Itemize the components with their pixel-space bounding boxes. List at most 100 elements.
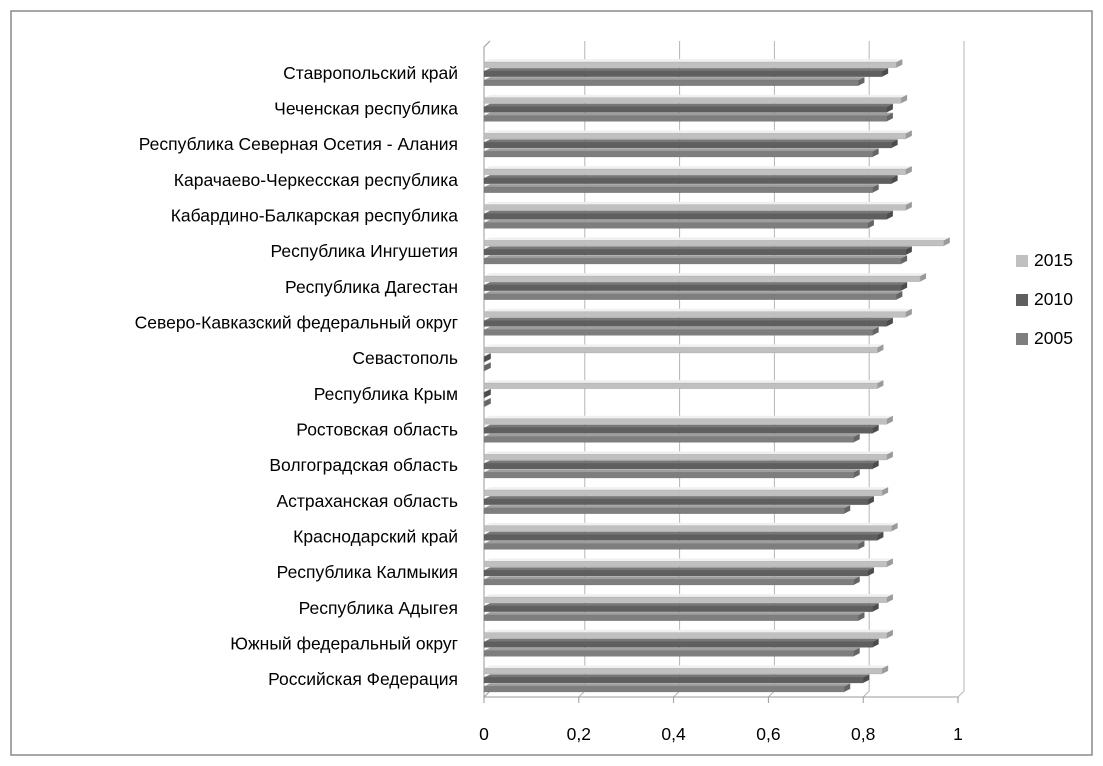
bar [483, 641, 873, 648]
bar [483, 427, 873, 434]
category-label: Республика Северная Осетия - Алания [139, 134, 458, 154]
bar-side [872, 148, 879, 157]
bar-side [867, 496, 874, 505]
axes [483, 40, 959, 703]
bar-top [484, 683, 851, 687]
bar [483, 177, 892, 184]
bar-top [484, 603, 879, 607]
bar-side [844, 505, 851, 514]
bar-top [484, 77, 865, 81]
bar-top [484, 282, 908, 286]
bar-side [872, 603, 879, 612]
bar-top [484, 540, 865, 544]
bar-side [891, 522, 898, 532]
bar-side [905, 166, 912, 175]
bar-top [484, 567, 874, 571]
category-label: Южный федеральный округ [230, 634, 458, 654]
legend-swatch [1016, 255, 1028, 267]
bar-top [484, 460, 879, 464]
bar-side [882, 68, 889, 77]
bar-top [484, 451, 893, 455]
bar [483, 570, 869, 577]
bar-side [886, 594, 893, 603]
bar [483, 436, 854, 443]
bar-top [484, 201, 912, 205]
category-label: Краснодарский край [293, 527, 458, 547]
category-label: Чеченская республика [274, 99, 458, 119]
bar-top [484, 496, 874, 500]
bar-side [943, 237, 950, 246]
x-tick-label: 0,6 [756, 724, 780, 744]
bar-top [484, 94, 908, 98]
bar [483, 579, 854, 586]
bar-top [484, 389, 491, 393]
bar [483, 204, 907, 211]
bar [483, 454, 888, 461]
bars [483, 59, 950, 693]
category-label: Ростовская область [296, 420, 458, 440]
bar-side [867, 219, 874, 229]
bar [483, 347, 878, 354]
bar-side [905, 130, 912, 139]
bar-top [484, 612, 865, 616]
x-tick-labels: 0 0,2 0,4 0,6 0,8 1 [479, 724, 963, 744]
bar-top [484, 273, 927, 277]
bar [483, 142, 892, 149]
bar [483, 249, 907, 256]
bar [483, 240, 944, 247]
bar-side [886, 558, 893, 567]
bar [483, 668, 883, 675]
bar [483, 463, 873, 470]
bar [483, 418, 888, 425]
bar [483, 186, 873, 193]
bar-top [484, 237, 950, 241]
bar-top [484, 219, 874, 223]
legend-swatch [1016, 333, 1028, 345]
bar-top [484, 103, 893, 107]
bar [483, 677, 864, 684]
x-tick-label: 1 [953, 724, 963, 744]
bar-side [853, 576, 860, 585]
bar [483, 472, 854, 479]
bar-top [484, 505, 851, 509]
bar [483, 605, 873, 612]
bar-top [484, 166, 912, 170]
bar-side [882, 487, 889, 496]
bar-side [905, 308, 912, 318]
y-axis-line [483, 40, 491, 697]
bar-side [877, 344, 884, 353]
bar [483, 258, 902, 265]
x-tick-label: 0,8 [851, 724, 875, 744]
bar-side [484, 389, 491, 398]
bar-side [872, 326, 879, 336]
bar-top [484, 255, 908, 259]
bar-top [484, 112, 893, 116]
legend-label: 2015 [1034, 250, 1073, 270]
bar-side [484, 353, 491, 362]
bar [483, 534, 878, 541]
category-label: Республика Крым [314, 384, 458, 404]
bar [483, 97, 902, 104]
bar [483, 293, 897, 300]
legend-swatch [1016, 294, 1028, 306]
bar-top [484, 362, 491, 366]
bar [483, 284, 902, 291]
bar [483, 320, 888, 327]
bar [483, 168, 907, 175]
bar-side [882, 665, 889, 674]
bar [483, 61, 897, 68]
bar [483, 115, 888, 122]
category-label: Севастополь [352, 348, 458, 368]
bar [483, 498, 869, 505]
bar-side [886, 629, 893, 639]
bar-side [872, 638, 879, 648]
legend-label: 2005 [1034, 328, 1073, 348]
bar [483, 686, 845, 693]
bar-top [484, 344, 884, 348]
bar-side [905, 246, 912, 255]
bar-side [920, 273, 927, 282]
bar-side [901, 94, 908, 104]
bar-side [886, 451, 893, 460]
